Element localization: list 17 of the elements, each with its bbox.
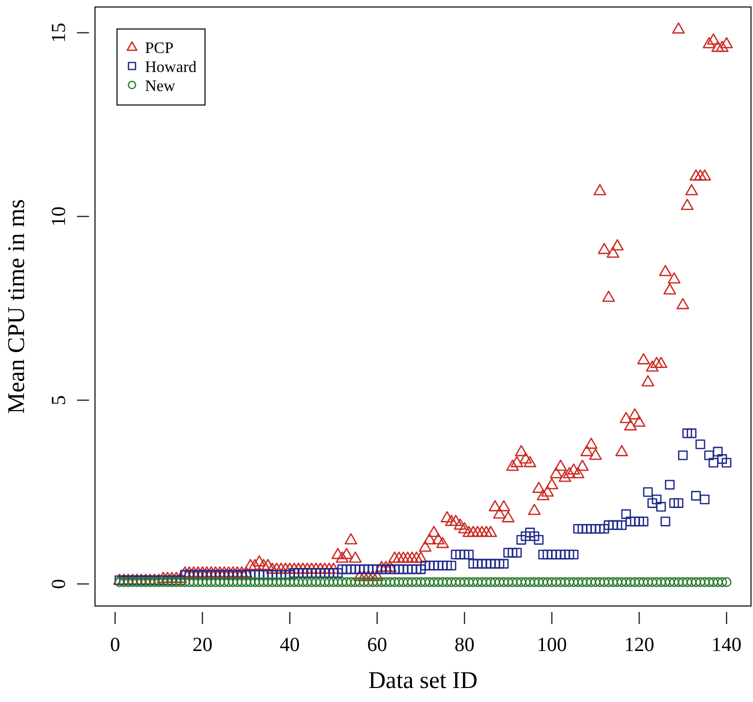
y-tick-label: 0 (48, 578, 70, 589)
x-tick-label: 60 (367, 634, 388, 656)
y-axis-title: Mean CPU time in ms (4, 199, 30, 414)
y-tick-label: 10 (48, 206, 70, 226)
y-tick-label: 15 (48, 22, 70, 43)
x-tick-label: 80 (454, 634, 474, 656)
x-tick-label: 20 (192, 634, 212, 656)
y-tick-label: 5 (48, 395, 70, 406)
x-tick-label: 140 (712, 634, 742, 656)
x-tick-label: 100 (536, 634, 567, 656)
legend-label: PCP (145, 40, 174, 57)
x-tick-label: 120 (624, 634, 654, 656)
x-tick-label: 40 (280, 634, 300, 656)
x-tick-label: 0 (110, 634, 120, 656)
legend-label: New (145, 78, 176, 95)
legend-label: Howard (145, 59, 197, 76)
x-axis-title: Data set ID (368, 668, 478, 694)
